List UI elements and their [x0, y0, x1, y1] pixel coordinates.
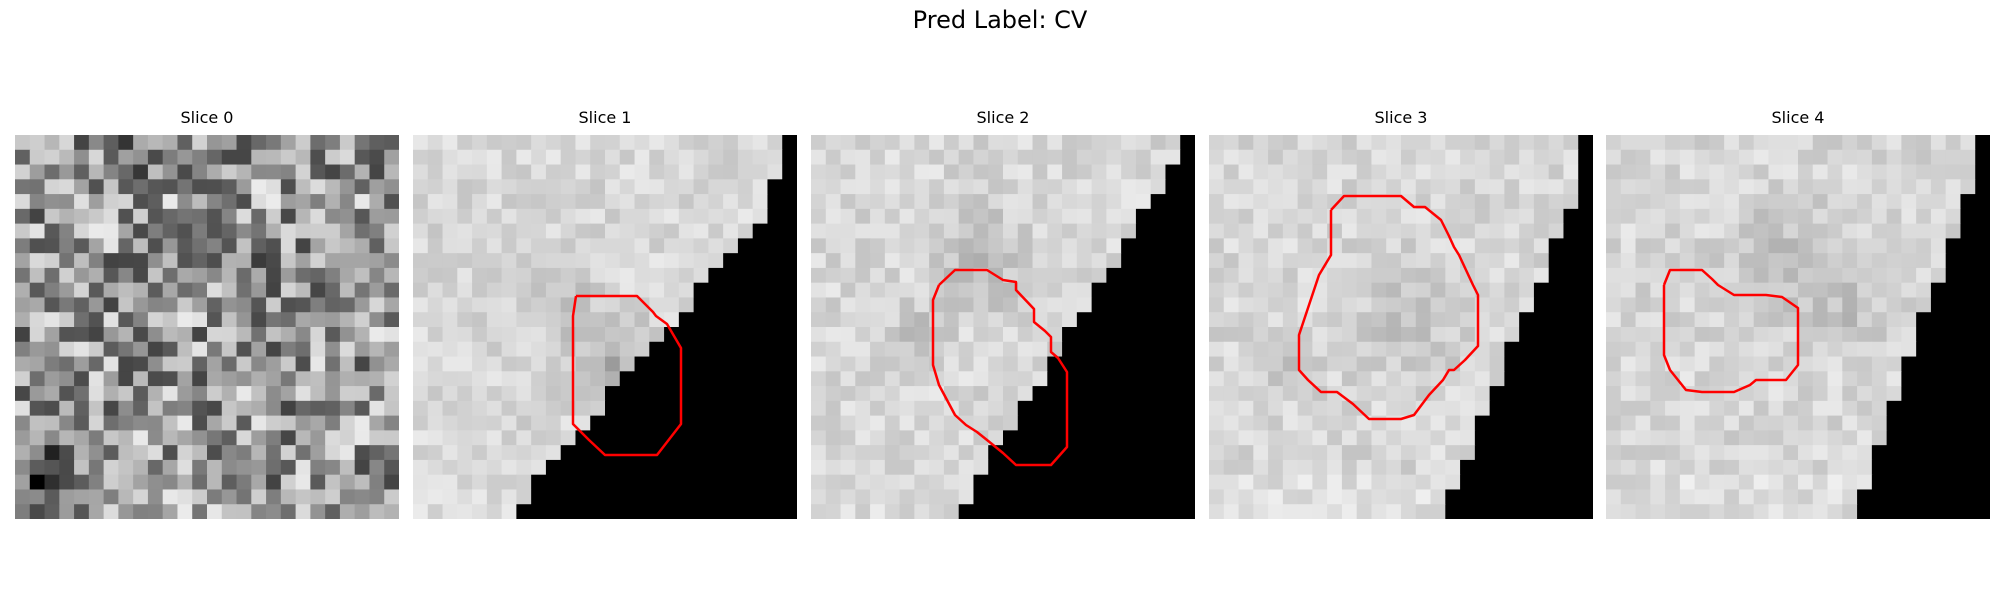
slice-panel-3: Slice 3 — [1209, 108, 1593, 522]
slice-image — [1606, 135, 1990, 519]
slice-image — [413, 135, 797, 519]
slice-image — [1209, 135, 1593, 519]
slice-title: Slice 2 — [976, 108, 1030, 127]
slice-panel-1: Slice 1 — [413, 108, 797, 522]
slice-panel-4: Slice 4 — [1606, 108, 1990, 522]
figure-title: Pred Label: CV — [912, 6, 1088, 34]
slice-panel-0: Slice 0 — [15, 108, 399, 522]
lesion-contour — [1662, 268, 1800, 394]
lesion-contour — [1297, 194, 1480, 421]
slice-title: Slice 3 — [1374, 108, 1428, 127]
lesion-contour — [931, 268, 1069, 467]
slice-title: Slice 4 — [1771, 108, 1825, 127]
slice-image — [15, 135, 399, 519]
slice-title: Slice 1 — [578, 108, 632, 127]
slice-title: Slice 0 — [180, 108, 234, 127]
lesion-contour — [571, 294, 683, 457]
slice-image — [811, 135, 1195, 519]
slice-panel-2: Slice 2 — [811, 108, 1195, 522]
